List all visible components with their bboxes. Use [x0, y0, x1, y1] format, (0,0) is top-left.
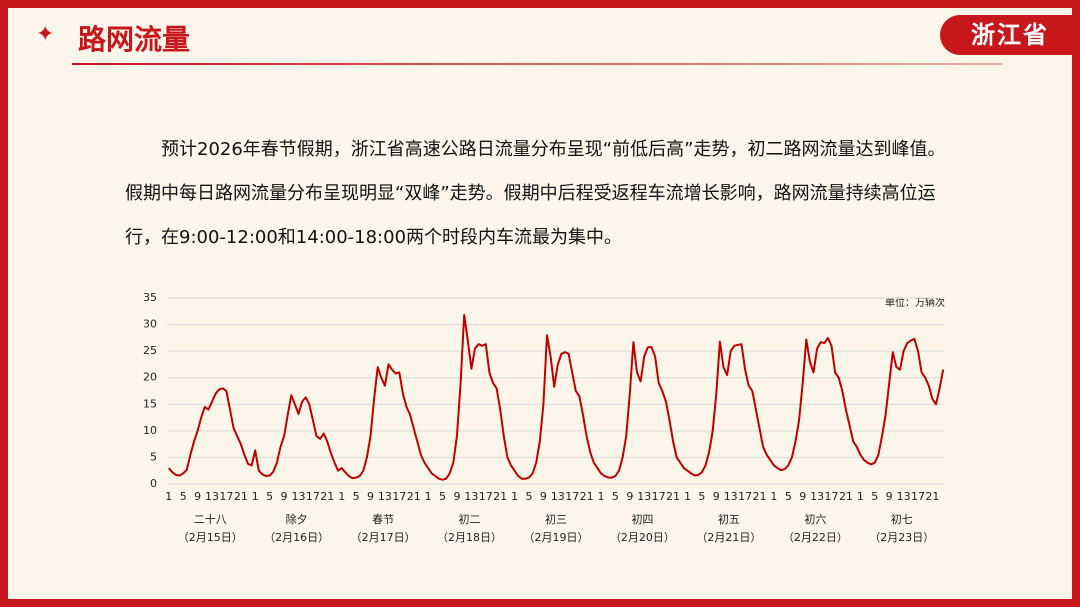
- y-tick-label: 35: [143, 291, 157, 304]
- y-tick-label: 20: [143, 371, 157, 384]
- x-tick-label: 9: [453, 490, 460, 503]
- x-tick-label: 21: [407, 490, 421, 503]
- day-date: （2月18日）: [437, 531, 502, 544]
- x-tick-label: 13: [464, 490, 478, 503]
- day-label: 除夕: [286, 512, 308, 526]
- y-tick-label: 5: [150, 450, 157, 463]
- x-tick-label: 21: [234, 490, 248, 503]
- x-tick-label: 9: [799, 490, 806, 503]
- day-label: 春节: [372, 513, 394, 526]
- x-tick-label: 1: [252, 490, 259, 503]
- paragraph: 预计2026年春节假期，浙江省高速公路日流量分布呈现“前低后高”走势，初二路网流…: [125, 139, 946, 248]
- x-tick-label: 5: [698, 490, 705, 503]
- x-tick-label: 13: [378, 490, 392, 503]
- x-tick-label: 9: [886, 490, 893, 503]
- x-tick-label: 21: [753, 490, 767, 503]
- x-tick-label: 5: [439, 490, 446, 503]
- unit-note: 单位：万辆次: [885, 296, 945, 309]
- day-date: （2月22日）: [783, 531, 848, 544]
- x-tick-label: 17: [392, 490, 406, 503]
- x-tick-label: 13: [205, 490, 219, 503]
- x-tick-label: 1: [425, 490, 432, 503]
- star-icon: ✦: [36, 22, 55, 47]
- x-tick-label: 21: [320, 490, 334, 503]
- x-tick-label: 5: [525, 490, 532, 503]
- x-tick-label: 21: [925, 490, 939, 503]
- x-tick-label: 13: [551, 490, 565, 503]
- x-tick-label: 17: [306, 490, 320, 503]
- day-date: （2月16日）: [264, 531, 329, 544]
- x-tick-label: 5: [180, 490, 187, 503]
- x-tick-label: 13: [810, 490, 824, 503]
- y-tick-label: 25: [143, 344, 157, 357]
- x-tick-label: 9: [626, 490, 633, 503]
- x-tick-label: 21: [493, 490, 507, 503]
- x-tick-label: 17: [565, 490, 579, 503]
- x-tick-label: 1: [165, 490, 172, 503]
- x-tick-label: 5: [353, 490, 360, 503]
- x-tick-label: 21: [666, 490, 680, 503]
- day-label: 初六: [804, 512, 826, 526]
- x-tick-label: 21: [839, 490, 853, 503]
- x-tick-label: 9: [367, 490, 374, 503]
- y-tick-label: 30: [143, 318, 157, 331]
- day-label: 初五: [718, 512, 740, 526]
- x-tick-label: 17: [825, 490, 839, 503]
- x-tick-label: 5: [266, 490, 273, 503]
- x-tick-label: 17: [738, 490, 752, 503]
- title: 路网流量: [78, 23, 191, 56]
- x-tick-label: 9: [713, 490, 720, 503]
- x-tick-label: 17: [911, 490, 925, 503]
- x-tick-label: 5: [871, 490, 878, 503]
- day-label: 初三: [545, 512, 567, 526]
- x-tick-label: 17: [652, 490, 666, 503]
- x-tick-label: 21: [580, 490, 594, 503]
- day-date: （2月19日）: [524, 531, 589, 544]
- x-tick-label: 13: [637, 490, 651, 503]
- y-tick-label: 15: [143, 397, 157, 410]
- x-tick-label: 9: [281, 490, 288, 503]
- day-label: 初七: [891, 512, 913, 526]
- x-tick-label: 1: [511, 490, 518, 503]
- day-label: 二十八: [194, 512, 227, 526]
- x-tick-label: 13: [897, 490, 911, 503]
- day-date: （2月23日）: [869, 531, 934, 544]
- x-tick-label: 13: [291, 490, 305, 503]
- x-tick-label: 1: [338, 490, 345, 503]
- day-date: （2月15日）: [178, 531, 243, 544]
- x-tick-label: 5: [785, 490, 792, 503]
- x-tick-label: 9: [194, 490, 201, 503]
- day-label: 初二: [459, 512, 481, 526]
- day-date: （2月17日）: [351, 531, 416, 544]
- series-line: [168, 314, 945, 481]
- x-tick-label: 17: [219, 490, 233, 503]
- x-tick-label: 1: [857, 490, 864, 503]
- day-label: 初四: [631, 512, 653, 526]
- y-tick-label: 0: [150, 477, 157, 490]
- x-tick-label: 5: [612, 490, 619, 503]
- title-rule: [72, 63, 1002, 65]
- x-tick-label: 1: [770, 490, 777, 503]
- y-tick-label: 10: [143, 424, 157, 437]
- day-date: （2月21日）: [696, 531, 761, 544]
- x-tick-label: 17: [479, 490, 493, 503]
- x-tick-label: 13: [724, 490, 738, 503]
- day-date: （2月20日）: [610, 531, 675, 544]
- x-tick-label: 1: [598, 490, 605, 503]
- region-tag: 浙江省: [940, 15, 1072, 55]
- x-tick-label: 1: [684, 490, 691, 503]
- x-tick-label: 9: [540, 490, 547, 503]
